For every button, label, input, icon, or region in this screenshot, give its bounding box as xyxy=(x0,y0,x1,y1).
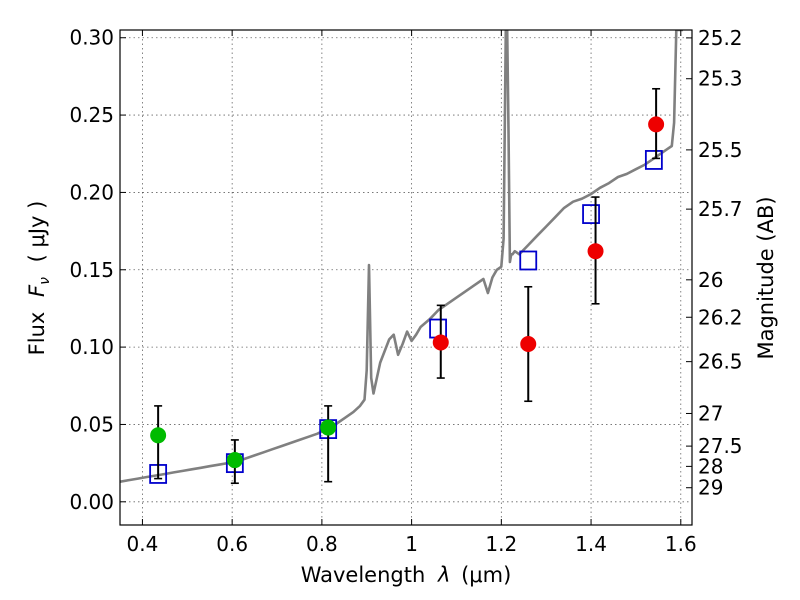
plot-area xyxy=(120,30,683,485)
y-tick-label: 0.25 xyxy=(69,103,114,127)
magnitude-tick-label: 26 xyxy=(698,268,723,292)
x-axis-title-unit: (μm) xyxy=(461,563,511,587)
magnitude-tick-label: 26.5 xyxy=(698,350,743,374)
x-tick-label: 1.2 xyxy=(485,532,517,556)
magnitude-tick-label: 27.5 xyxy=(698,434,743,458)
y-axis-title-symbol: F xyxy=(25,284,49,297)
axis-tick-labels: 0.4 0.6 0.8 1 1.2 1.4 1.6 0.00 0.05 0.10 0.15 0.20 0… xyxy=(69,26,742,556)
y-tick-label: 0.10 xyxy=(69,335,114,359)
x-tick-label: 1 xyxy=(405,532,418,556)
magnitude-tick-label: 25.7 xyxy=(698,197,743,221)
grid-lines xyxy=(120,30,692,525)
x-axis-title-symbol: λ xyxy=(437,563,450,587)
x-tick-label: 0.6 xyxy=(216,532,248,556)
x-tick-label: 0.4 xyxy=(127,532,159,556)
y-tick-label: 0.20 xyxy=(69,180,114,204)
magnitude-tick-label: 28 xyxy=(698,454,723,478)
y-axis-title: Flux Fν ( μJy ) xyxy=(25,201,54,356)
observed-point-red xyxy=(432,334,449,351)
model-photometry-square xyxy=(519,250,538,271)
magnitude-tick-label: 25.2 xyxy=(698,26,743,50)
model-photometry-square xyxy=(644,150,663,170)
y-tick-label: 0.00 xyxy=(69,490,114,514)
x-axis-title: Wavelength λ (μm) xyxy=(301,563,512,587)
observed-point-green xyxy=(150,427,167,444)
magnitude-tick-label: 25.3 xyxy=(698,67,743,91)
x-tick-label: 0.8 xyxy=(306,532,338,556)
y2-axis-title: Magnitude (AB) xyxy=(754,196,778,359)
magnitude-tick-label: 25.5 xyxy=(698,138,743,162)
y-axis-title-unit: ( μJy ) xyxy=(25,201,49,263)
x-tick-label: 1.6 xyxy=(665,532,697,556)
model-photometry-square xyxy=(582,204,600,224)
observed-point-red xyxy=(648,116,665,133)
magnitude-tick-label: 27 xyxy=(698,401,723,425)
axis-ticks xyxy=(120,30,692,525)
y-axis-title-prefix: Flux xyxy=(25,312,49,356)
observed-point-green xyxy=(320,419,337,436)
y-axis-title-subscript: ν xyxy=(37,277,53,285)
y-tick-label: 0.15 xyxy=(69,258,114,282)
observed-point-green xyxy=(226,452,243,469)
magnitude-tick-label: 26.2 xyxy=(698,305,743,329)
observed-point-red xyxy=(587,243,604,260)
magnitude-tick-label: 29 xyxy=(698,476,723,500)
y-tick-label: 0.05 xyxy=(69,412,114,436)
observed-point-red xyxy=(520,336,537,353)
plot-frame xyxy=(119,29,693,526)
y-tick-label: 0.30 xyxy=(69,26,114,50)
x-tick-label: 1.4 xyxy=(575,532,607,556)
x-axis-title-prefix: Wavelength xyxy=(301,563,426,587)
